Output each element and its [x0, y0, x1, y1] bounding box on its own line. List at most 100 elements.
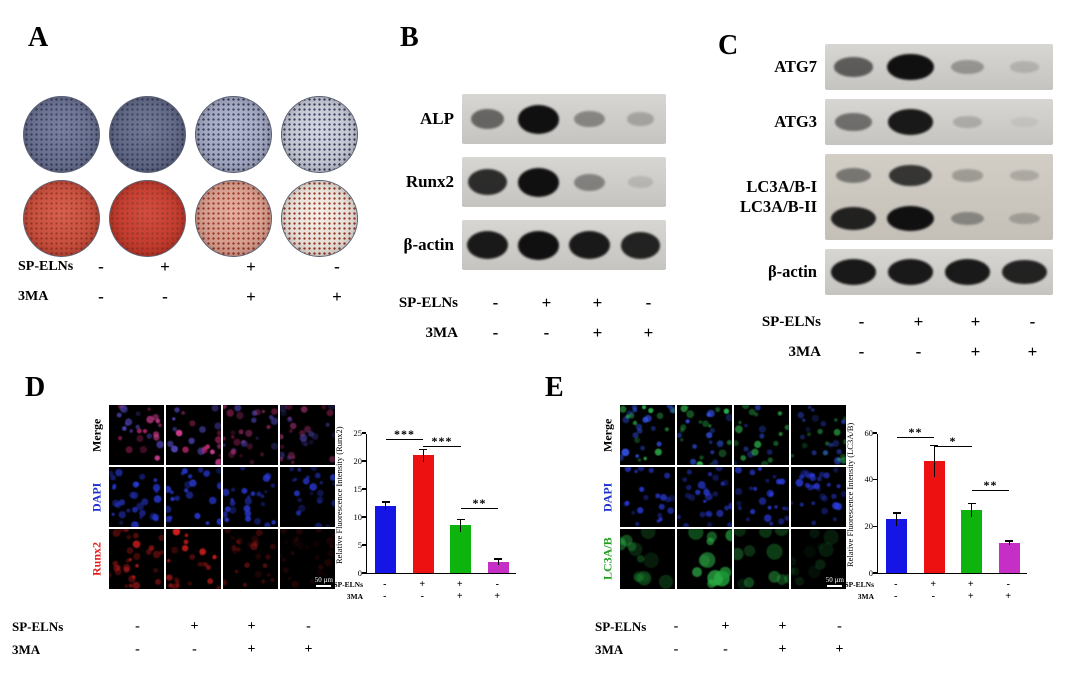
chart-body: 0 5 10 15 20 25 *** *** ** SP-ELNs - + + -3MA - - + + [333, 420, 516, 602]
bar [961, 510, 983, 573]
y-tick-mark [362, 516, 366, 518]
treatment-row: SP-ELNs - + + - [715, 307, 1075, 337]
protein-band [467, 169, 508, 195]
treatment-symbol: - [543, 323, 550, 342]
culture-dish [194, 179, 272, 257]
western-blot-strip [462, 157, 666, 207]
treatment-symbol: - [673, 618, 679, 634]
significance-stars: ** [908, 424, 923, 439]
significance-bracket: ** [971, 478, 1010, 492]
blot-target-label: ATG3 [774, 112, 817, 131]
culture-dish [194, 95, 272, 173]
blot-lane [882, 249, 939, 295]
blot-lane [996, 197, 1053, 240]
significance-bracket: * [934, 434, 972, 448]
treatment-symbol: + [160, 257, 170, 276]
micrograph-cell [166, 467, 221, 527]
panel-b-treatments: SP-ELNs - + + - 3MA - - + + [392, 288, 692, 348]
treatment-symbol: + [643, 323, 654, 342]
treatment-symbol: + [456, 578, 463, 590]
treatment-symbol: - [858, 312, 865, 331]
error-bar [494, 558, 503, 565]
blot-lane [513, 157, 564, 207]
micrograph-cell [166, 529, 221, 589]
panel-b-blots: ALP Runx2 β-actin [392, 22, 692, 270]
blot-target-label: LC3A/B-I LC3A/B-II [715, 177, 825, 217]
treatment-symbol: + [721, 618, 730, 634]
channel-label: DAPI [89, 482, 104, 512]
blot-band-row [462, 220, 666, 270]
error-bar [967, 503, 976, 517]
micrograph-cell [791, 405, 846, 465]
blot-target-label: β-actin [767, 262, 817, 281]
treatment-symbol: + [930, 578, 937, 590]
treatment-symbol: - [673, 641, 679, 657]
y-tick-label: 5 [357, 539, 362, 550]
blot-target-label: β-actin [403, 235, 454, 254]
treatment-symbol: + [592, 323, 603, 342]
blot-lane [615, 220, 666, 270]
y-tick-label: 15 [353, 483, 363, 494]
y-tick-label: 20 [864, 520, 874, 531]
micrograph-cell [223, 467, 278, 527]
blot-lane [882, 99, 939, 145]
protein-band [834, 57, 873, 77]
treatment-symbol: + [592, 293, 603, 312]
y-tick-mark [362, 432, 366, 434]
channel-label: DAPI [600, 482, 615, 512]
panel-d: D Merge DAPI Runx2 50 µm SP-ELNs - + + -3MA - - + +… [12, 372, 540, 672]
y-tick-label: 20 [353, 455, 363, 466]
error-bar [930, 444, 939, 478]
treatment-symbol: + [456, 590, 463, 602]
y-tick-mark [873, 525, 877, 527]
treatment-name: 3MA [857, 591, 874, 601]
western-blot-strip [462, 220, 666, 270]
blot-entry-bactin: β-actin [715, 249, 1075, 295]
significance-bracket: *** [423, 434, 461, 448]
significance-stars: *** [431, 434, 453, 448]
y-tick-mark [362, 460, 366, 462]
panel-e-if-grid: Merge DAPI LC3A/B 50 µm [598, 405, 846, 589]
micrograph-cell [280, 467, 335, 527]
treatment-symbol: + [332, 287, 342, 306]
blot-lane [564, 220, 615, 270]
treatment-symbol: - [383, 578, 387, 590]
treatment-row: SP-ELNs - + + - [392, 288, 692, 318]
western-blot-strip [825, 249, 1053, 295]
treatment-name: 3MA [12, 641, 41, 657]
panel-c-label: C [718, 30, 739, 61]
culture-dish [108, 179, 186, 257]
plot-area: 0 20 40 60 ** * ** [865, 425, 1027, 577]
y-tick-mark [873, 479, 877, 481]
treatment-name: SP-ELNs [333, 579, 363, 589]
micrograph-cell [620, 405, 675, 465]
culture-dish [108, 95, 186, 173]
protein-band [944, 259, 991, 285]
scale-bar-label: 50 µm [314, 576, 333, 585]
treatment-symbol: - [420, 590, 424, 602]
protein-band [952, 116, 983, 128]
significance-stars: ** [983, 478, 998, 493]
bar [487, 561, 509, 573]
micrograph-cell [620, 529, 675, 589]
treatment-row: 3MA - - + + [715, 337, 1075, 367]
blot-lane [462, 94, 513, 144]
protein-band [951, 169, 984, 182]
blot-lane [513, 220, 564, 270]
blot-lane [996, 99, 1053, 145]
y-axis-label: Relative Fluorescence Intensity (Runx2) [334, 426, 344, 564]
protein-band [887, 259, 934, 285]
panel-b-label: B [400, 22, 419, 53]
blot-band-row [825, 44, 1053, 90]
panel-a-label: A [28, 22, 49, 53]
blot-lane [564, 157, 615, 207]
western-blot-strip [462, 94, 666, 144]
bar [450, 525, 472, 573]
micrograph-cell [791, 467, 846, 527]
blot-target-line: LC3A/B-II [739, 197, 817, 216]
micrograph-cell [677, 467, 732, 527]
bar [375, 505, 397, 573]
channel-label: Runx2 [89, 542, 104, 577]
western-blot-strip [825, 154, 1053, 240]
